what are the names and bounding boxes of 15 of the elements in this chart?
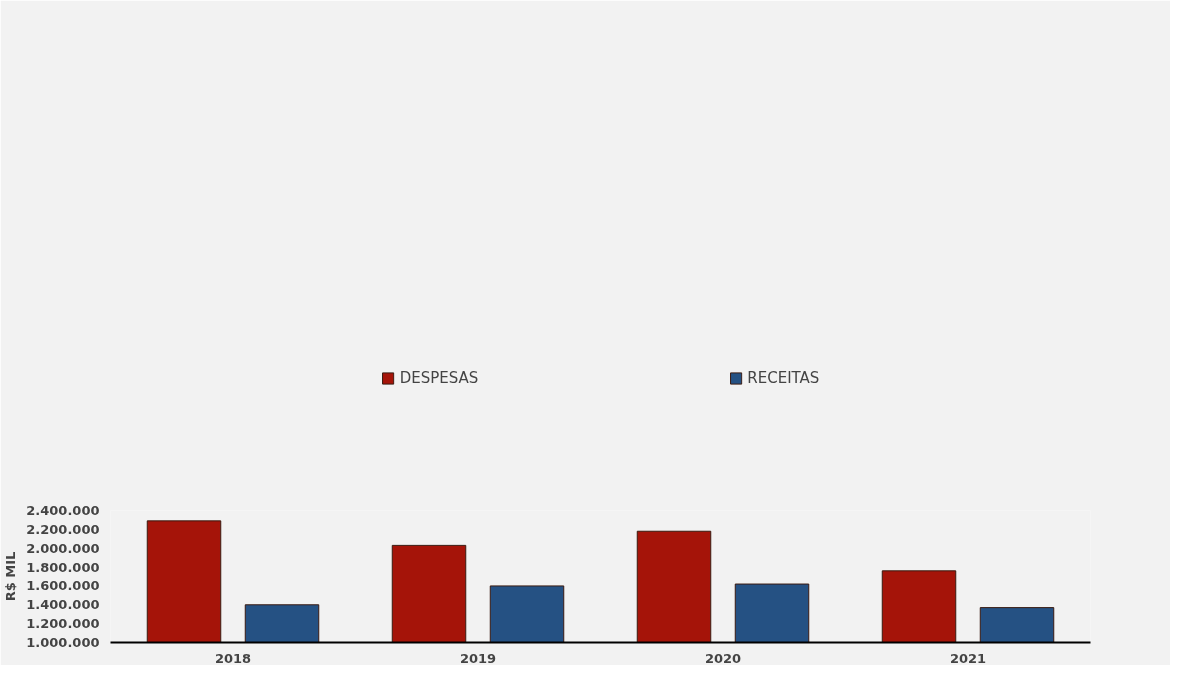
y-tick-label: 2.000.000 xyxy=(26,540,100,556)
legend-label: RECEITAS xyxy=(747,369,820,387)
y-tick-label: 1.400.000 xyxy=(26,597,100,613)
x-tick-label: 2020 xyxy=(704,650,742,666)
x-tick-label: 2019 xyxy=(459,650,497,666)
x-tick-label: 2018 xyxy=(214,650,252,666)
y-axis-title: R$ MIL xyxy=(3,551,19,602)
y-tick-label: 1.800.000 xyxy=(26,559,100,575)
legend-label: DESPESAS xyxy=(399,369,479,387)
y-tick-label: 2.200.000 xyxy=(26,521,100,537)
y-tick-label: 1.600.000 xyxy=(26,578,100,594)
y-tick-label: 1.000.000 xyxy=(26,635,100,650)
y-tick-label: 2.400.000 xyxy=(26,503,100,518)
x-tick-label: 2021 xyxy=(949,650,987,666)
y-tick-label: 1.200.000 xyxy=(26,616,100,632)
